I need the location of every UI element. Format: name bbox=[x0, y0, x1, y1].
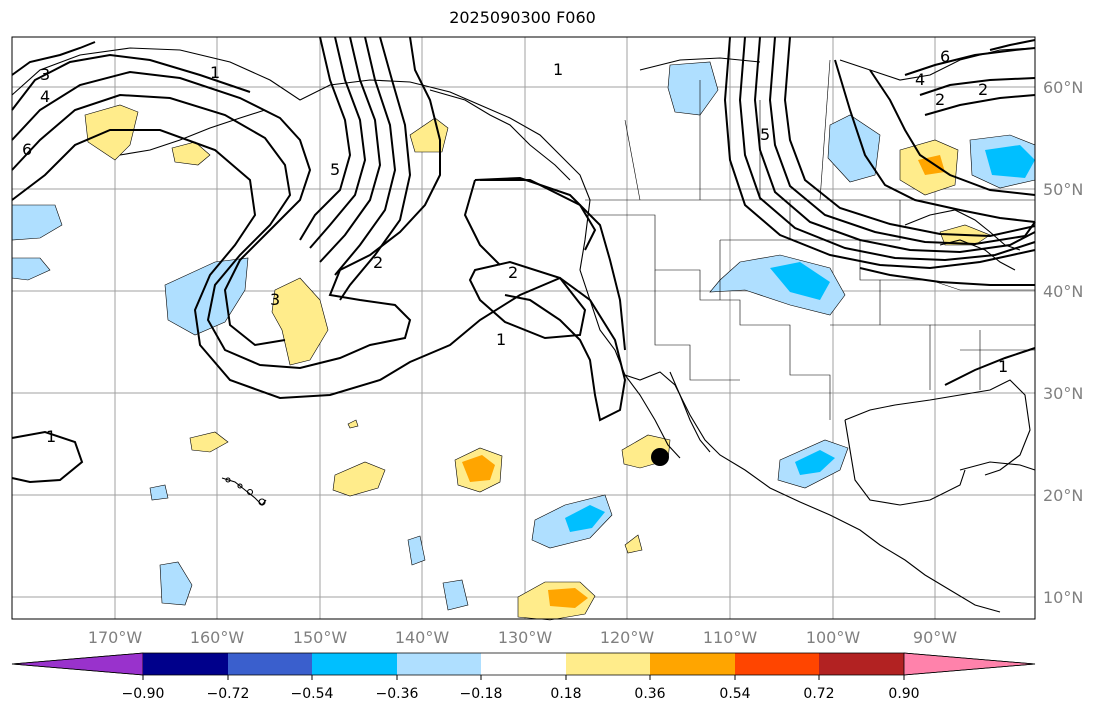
lon-label: 160°W bbox=[190, 628, 245, 647]
lon-label: 100°W bbox=[806, 628, 861, 647]
contour-label: 4 bbox=[915, 70, 925, 89]
lon-label: 90°W bbox=[913, 628, 957, 647]
colorbar-seg bbox=[481, 653, 566, 675]
contour-label: 3 bbox=[270, 290, 280, 309]
colorbar-tick-label: −0.18 bbox=[460, 686, 503, 702]
colorbar-seg bbox=[819, 653, 904, 675]
contour-label: 6 bbox=[22, 140, 32, 159]
political-borders bbox=[585, 59, 1035, 420]
colorbar-tick-label: 0.90 bbox=[888, 686, 919, 702]
ocean-background bbox=[12, 37, 1035, 619]
lat-label: 60°N bbox=[1043, 78, 1083, 97]
lat-label: 20°N bbox=[1043, 486, 1083, 505]
contour-label: 4 bbox=[40, 87, 50, 106]
lat-label: 40°N bbox=[1043, 282, 1083, 301]
contour-label: 1 bbox=[998, 357, 1008, 376]
contour-label: 2 bbox=[508, 263, 518, 282]
map-title: 2025090300 F060 bbox=[449, 8, 596, 27]
location-marker bbox=[651, 448, 669, 466]
contour-label: 3 bbox=[40, 65, 50, 84]
contour-label: 6 bbox=[940, 47, 950, 66]
contour-lines bbox=[11, 36, 1036, 484]
colorbar-tick-label: 0.72 bbox=[803, 686, 834, 702]
colorbar-tick-label: −0.54 bbox=[291, 686, 334, 702]
contour-label: 1 bbox=[496, 330, 506, 349]
colorbar-tick-label: 0.18 bbox=[550, 686, 581, 702]
colorbar-seg bbox=[11, 652, 144, 676]
colorbar-seg bbox=[650, 653, 735, 675]
shaded-anomalies bbox=[11, 61, 1036, 621]
colorbar-tick-label: −0.36 bbox=[376, 686, 419, 702]
colorbar-ticks bbox=[142, 675, 905, 680]
lon-label: 140°W bbox=[395, 628, 450, 647]
colorbar-seg bbox=[312, 653, 397, 675]
colorbar-seg bbox=[735, 653, 819, 675]
colorbar-tick-label: −0.72 bbox=[207, 686, 250, 702]
colorbar-seg bbox=[566, 653, 650, 675]
contour-label: 5 bbox=[330, 160, 340, 179]
contour-label: 2 bbox=[935, 90, 945, 109]
lat-label: 50°N bbox=[1043, 180, 1083, 199]
colorbar-tick-label: 0.36 bbox=[634, 686, 665, 702]
contour-label: 1 bbox=[210, 63, 220, 82]
longitude-labels: 170°W 160°W 150°W 140°W 130°W 120°W 110°… bbox=[88, 628, 957, 647]
contour-label: 1 bbox=[46, 427, 56, 446]
colorbar-seg bbox=[903, 652, 1036, 676]
contour-label-group: 1 2 3 4 5 6 1 2 3 2 1 1 2 4 5 6 1 bbox=[22, 47, 1008, 446]
plot-frame bbox=[11, 36, 1036, 620]
lat-label: 30°N bbox=[1043, 384, 1083, 403]
colorbar-tick-label: 0.54 bbox=[719, 686, 750, 702]
colorbar-seg bbox=[228, 653, 312, 675]
colorbar-seg bbox=[143, 653, 228, 675]
latitude-labels: 60°N 50°N 40°N 30°N 20°N 10°N bbox=[1043, 78, 1083, 607]
lat-label: 10°N bbox=[1043, 588, 1083, 607]
lon-label: 150°W bbox=[293, 628, 348, 647]
lon-label: 120°W bbox=[600, 628, 655, 647]
colorbar bbox=[11, 652, 1036, 676]
contour-label: 2 bbox=[373, 253, 383, 272]
colorbar-tick-labels: −0.90 −0.72 −0.54 −0.36 −0.18 0.18 0.36 … bbox=[122, 686, 920, 702]
contour-label: 2 bbox=[978, 80, 988, 99]
contour-label: 5 bbox=[760, 125, 770, 144]
lon-label: 130°W bbox=[498, 628, 553, 647]
contour-label: 1 bbox=[553, 60, 563, 79]
colorbar-seg bbox=[397, 653, 481, 675]
colorbar-tick-label: −0.90 bbox=[122, 686, 165, 702]
lon-label: 110°W bbox=[703, 628, 758, 647]
lon-label: 170°W bbox=[88, 628, 143, 647]
